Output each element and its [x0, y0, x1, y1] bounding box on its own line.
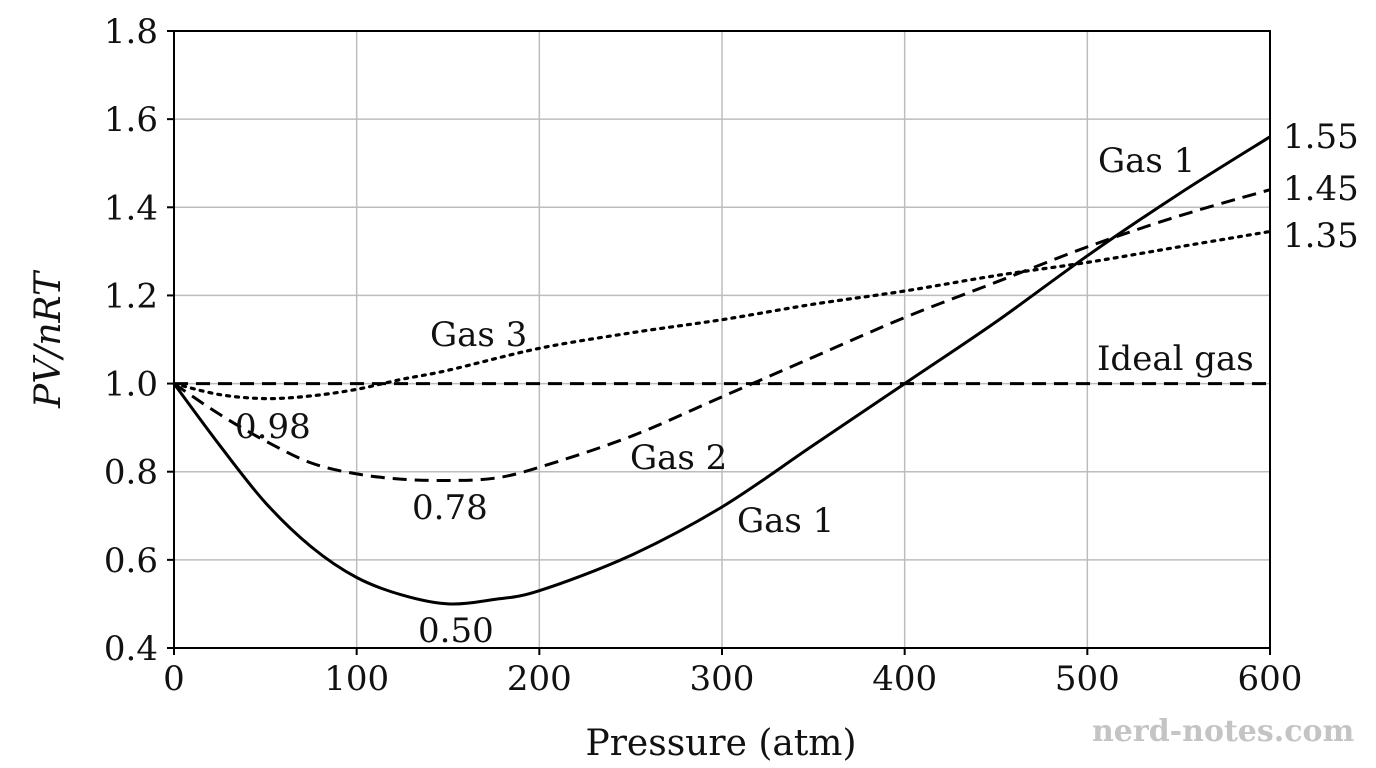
x-tick-label: 100 [324, 659, 389, 699]
y-tick-label: 0.6 [104, 541, 158, 581]
label-gas3: Gas 3 [430, 315, 527, 355]
label-gas1-top: Gas 1 [1098, 141, 1195, 181]
label-end-gas3: 1.35 [1283, 216, 1359, 256]
y-tick-label: 1.2 [104, 276, 158, 316]
x-tick-label: 400 [872, 659, 937, 699]
y-tick-label: 1.4 [104, 188, 158, 228]
watermark: nerd-notes.com [1092, 714, 1355, 749]
label-gas1-bottom: Gas 1 [737, 501, 834, 541]
series-line-gas-2 [173, 188, 1271, 483]
label-gas2: Gas 2 [630, 438, 727, 478]
y-tick-label: 1.8 [104, 12, 158, 52]
tick-labels: 0 100 200 300 400 500 600 0.4 0.6 0.8 1.0 1.2 1.4 1.6… [104, 12, 1303, 699]
y-tick-label: 1.0 [104, 365, 158, 405]
y-tick-label: 0.4 [104, 629, 158, 669]
series-line-gas-1 [172, 135, 1271, 606]
label-end-gas2: 1.45 [1283, 169, 1359, 209]
label-ideal-gas: Ideal gas [1097, 339, 1254, 379]
label-min-gas3: 0.98 [235, 407, 311, 447]
y-tick-label: 0.8 [104, 453, 158, 493]
series-line-gas-3 [172, 229, 1272, 401]
label-min-gas2: 0.78 [412, 488, 488, 528]
x-tick-label: 500 [1055, 659, 1120, 699]
series-layer [172, 135, 1272, 606]
label-min-gas1: 0.50 [418, 611, 494, 651]
x-axis-label: Pressure (atm) [586, 723, 857, 764]
x-tick-label: 600 [1238, 659, 1303, 699]
y-axis-label: PV/nRT [28, 269, 69, 409]
x-tick-label: 0 [163, 659, 185, 699]
y-tick-label: 1.6 [104, 100, 158, 140]
x-tick-label: 300 [690, 659, 755, 699]
y-axis-label-text: PV/nRT [28, 269, 69, 409]
label-end-gas1: 1.55 [1283, 117, 1359, 157]
x-tick-label: 200 [507, 659, 572, 699]
